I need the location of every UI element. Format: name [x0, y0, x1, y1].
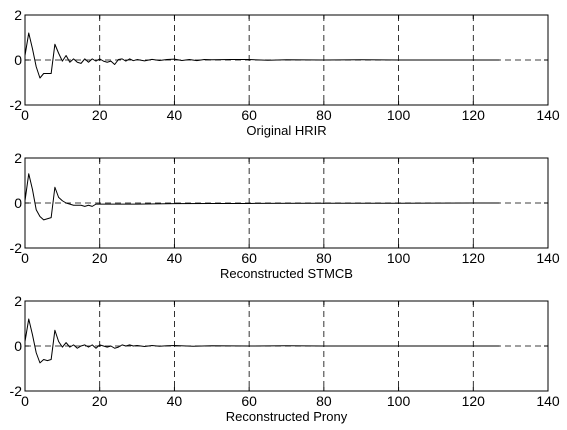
y-tick-label: -2 — [10, 97, 23, 113]
x-axis-label: Reconstructed STMCB — [220, 266, 353, 281]
y-tick-label: 2 — [14, 293, 22, 309]
x-tick-label: 40 — [167, 107, 183, 123]
x-tick-label: 60 — [241, 393, 257, 409]
series-line — [24, 32, 500, 79]
x-tick-label: 80 — [316, 250, 332, 266]
x-tick-label: 120 — [462, 393, 486, 409]
y-tick-label: 2 — [14, 7, 22, 23]
x-tick-label: 120 — [462, 107, 486, 123]
x-tick-label: 140 — [536, 393, 560, 409]
x-tick-label: 140 — [536, 107, 560, 123]
y-tick-label: 0 — [14, 338, 22, 354]
x-tick-label: 120 — [462, 250, 486, 266]
y-tick-label: -2 — [10, 383, 23, 399]
x-tick-label: 0 — [21, 250, 29, 266]
x-tick-label: 100 — [387, 393, 411, 409]
x-tick-label: 40 — [167, 250, 183, 266]
y-tick-label: 0 — [14, 195, 22, 211]
y-tick-label: -2 — [10, 240, 23, 256]
x-tick-label: 0 — [21, 393, 29, 409]
y-tick-label: 2 — [14, 150, 22, 166]
x-tick-label: 80 — [316, 393, 332, 409]
x-axis-label: Reconstructed Prony — [226, 409, 348, 424]
x-tick-label: 20 — [92, 393, 108, 409]
x-tick-label: 40 — [167, 393, 183, 409]
x-tick-label: 140 — [536, 250, 560, 266]
x-tick-label: 20 — [92, 250, 108, 266]
x-axis-label: Original HRIR — [246, 123, 326, 138]
x-tick-label: 60 — [241, 250, 257, 266]
x-tick-label: 20 — [92, 107, 108, 123]
x-tick-label: 60 — [241, 107, 257, 123]
x-tick-label: 100 — [387, 107, 411, 123]
x-tick-label: 100 — [387, 250, 411, 266]
series-line — [24, 173, 500, 221]
x-tick-label: 0 — [21, 107, 29, 123]
series-line — [24, 318, 500, 364]
y-tick-label: 0 — [14, 52, 22, 68]
x-tick-label: 80 — [316, 107, 332, 123]
